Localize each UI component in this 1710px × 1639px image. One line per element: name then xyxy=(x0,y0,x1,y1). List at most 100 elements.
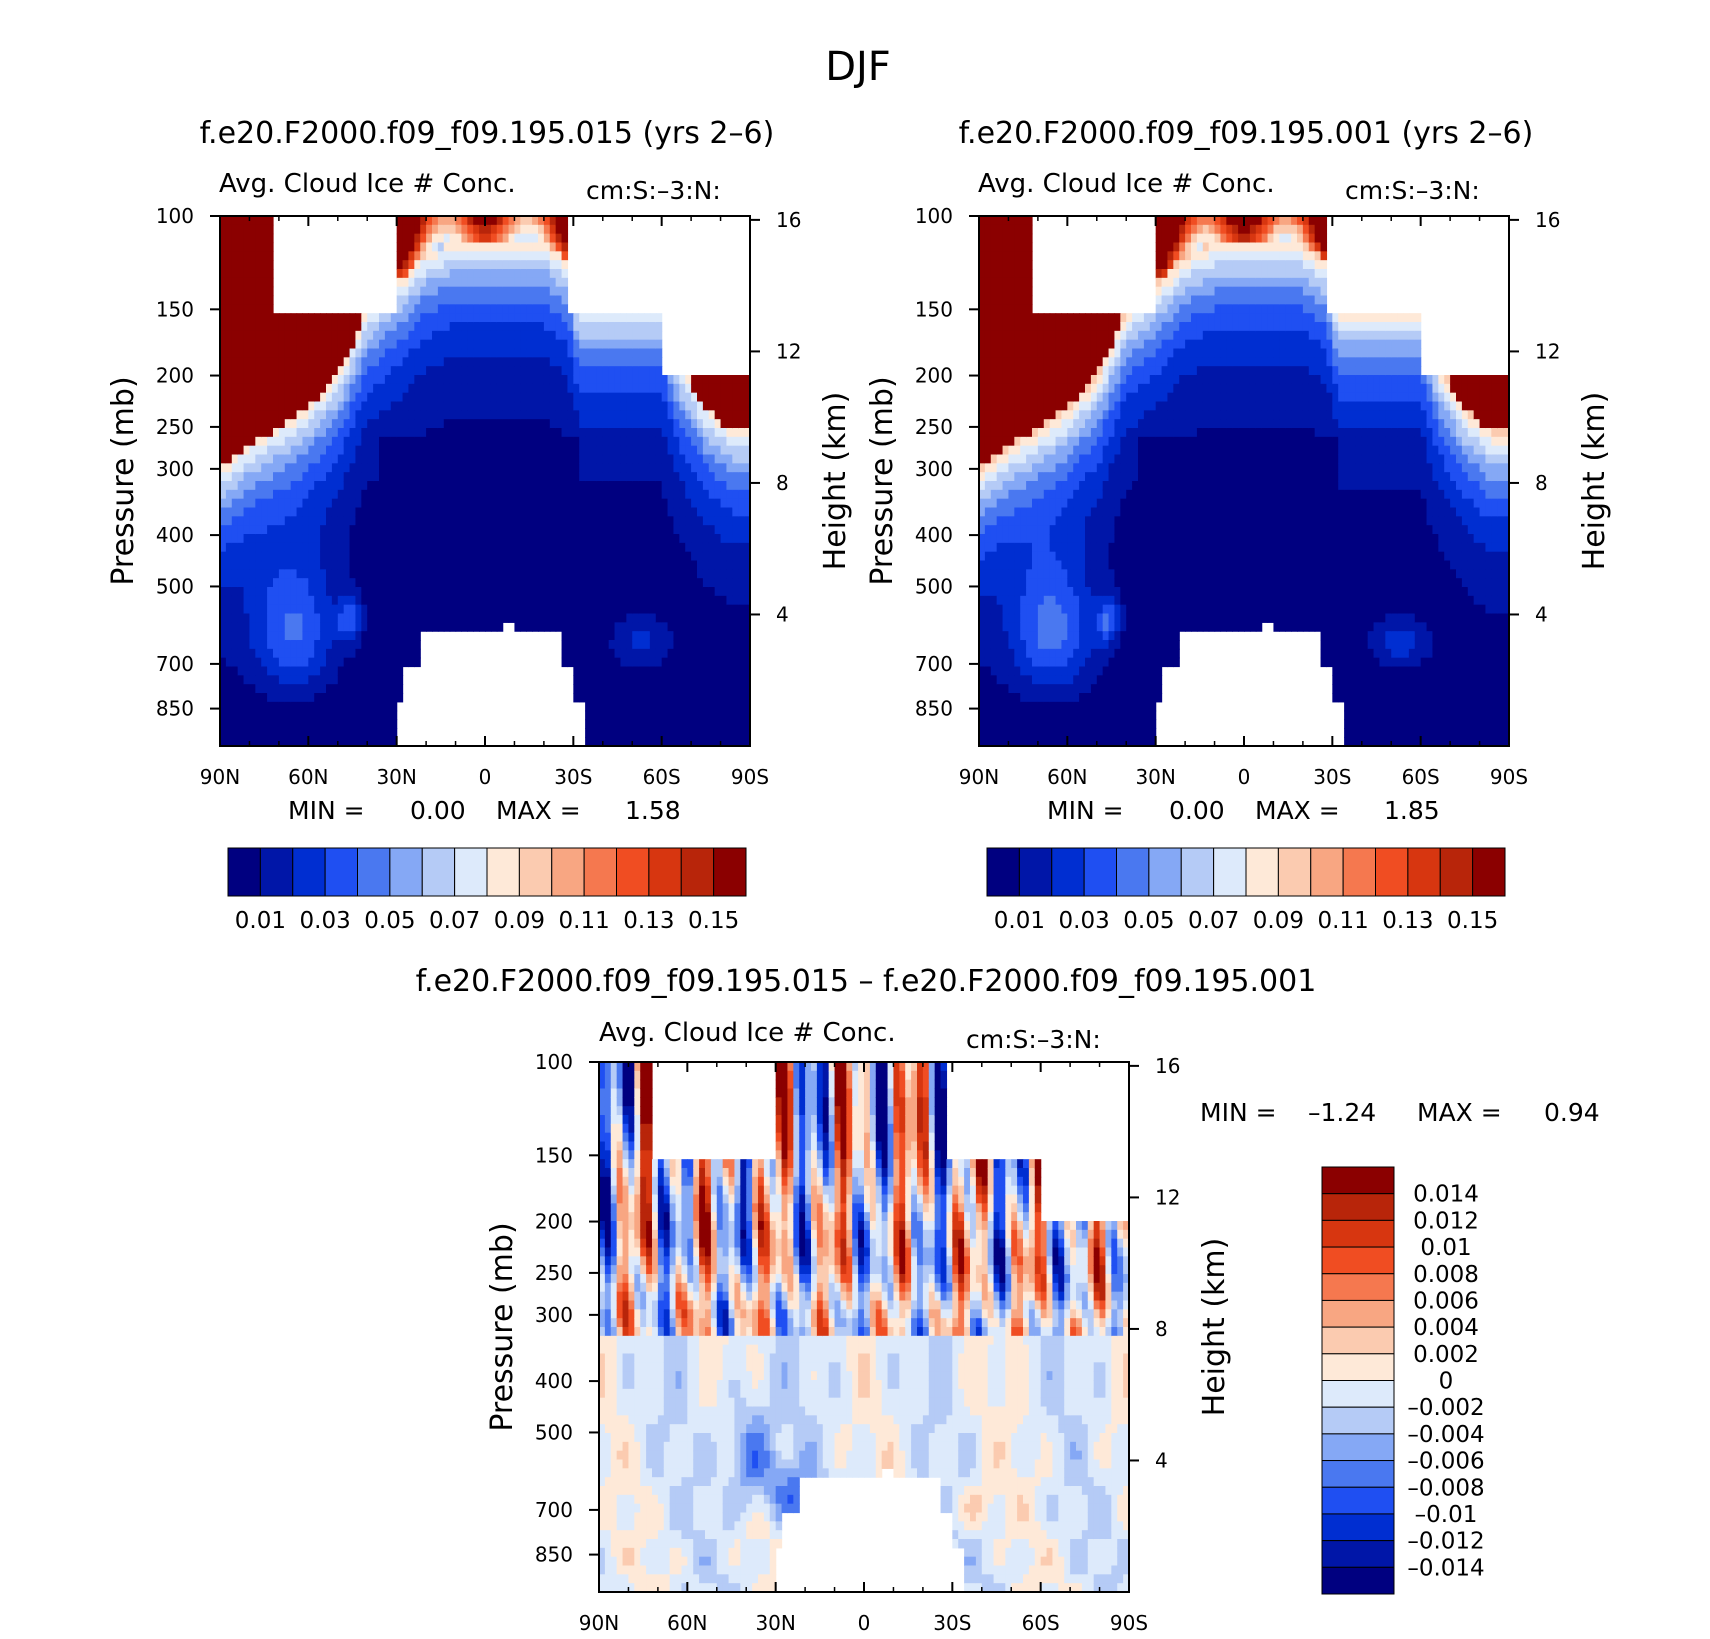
heat-cell xyxy=(243,472,251,482)
heat-cell xyxy=(1014,401,1021,411)
heat-cell xyxy=(661,648,669,659)
heat-cell xyxy=(267,525,274,535)
heat-cell xyxy=(278,701,286,712)
heat-cell xyxy=(638,578,645,588)
heat-cell xyxy=(1014,472,1021,482)
heat-cell xyxy=(1026,542,1033,553)
heat-cell xyxy=(708,560,716,570)
heat-cell xyxy=(1002,322,1010,332)
heat-cell xyxy=(231,313,239,323)
heat-cell xyxy=(467,410,474,420)
heat-cell xyxy=(1020,666,1027,676)
heat-cell xyxy=(331,357,339,367)
heat-cell xyxy=(514,560,521,570)
heat-cell xyxy=(526,507,533,517)
heat-cell xyxy=(1014,595,1021,606)
heat-cell xyxy=(602,657,610,668)
heat-cell xyxy=(632,498,639,509)
heat-cell xyxy=(261,277,268,288)
heat-cell xyxy=(591,631,598,641)
heat-cell xyxy=(408,366,415,376)
heat-cell xyxy=(485,551,492,562)
heat-cell xyxy=(243,410,251,420)
heat-cell xyxy=(638,595,645,606)
heat-cell xyxy=(585,631,592,641)
heat-cell xyxy=(384,375,392,385)
heat-cell xyxy=(591,436,598,447)
heat-cell xyxy=(543,463,551,473)
heat-cell xyxy=(443,622,451,632)
heat-cell xyxy=(596,728,604,738)
heat-cell xyxy=(502,587,510,597)
heat-cell xyxy=(331,595,339,606)
heat-cell xyxy=(638,472,645,482)
heat-cell xyxy=(249,595,256,606)
heat-cell xyxy=(296,454,304,464)
heat-cell xyxy=(267,684,274,694)
heat-cell xyxy=(337,737,345,747)
heat-cell xyxy=(220,313,227,323)
heat-cell xyxy=(473,233,480,244)
heat-cell xyxy=(1002,392,1010,403)
heat-cell xyxy=(267,419,274,429)
heat-cell xyxy=(644,666,651,676)
heat-cell xyxy=(361,481,368,491)
heat-cell xyxy=(225,428,233,438)
heat-cell xyxy=(626,507,633,517)
heat-cell xyxy=(1026,701,1033,712)
heat-cell xyxy=(355,675,362,685)
heat-cell xyxy=(490,224,498,235)
heat-cell xyxy=(561,640,569,650)
heat-cell xyxy=(708,525,716,535)
heat-cell xyxy=(461,551,468,562)
heat-cell xyxy=(543,216,551,226)
heat-cell xyxy=(243,304,251,314)
heat-cell xyxy=(485,401,492,411)
heat-cell xyxy=(726,578,733,588)
heat-cell xyxy=(414,631,421,641)
heat-cell xyxy=(490,260,498,270)
heat-cell xyxy=(679,445,686,456)
heat-cell xyxy=(608,392,616,403)
heat-cell xyxy=(538,392,545,403)
colorbar: 0.01 0.03 0.05 0.07 0.09 0.11 0.13 0.15 xyxy=(227,847,747,934)
heat-cell xyxy=(426,313,433,323)
heat-cell xyxy=(426,516,433,526)
heat-cell xyxy=(502,481,510,491)
heat-cell xyxy=(691,481,698,491)
heat-cell xyxy=(467,401,474,411)
heat-cell xyxy=(273,560,280,570)
heat-cell xyxy=(479,472,486,482)
heat-cell xyxy=(396,560,404,570)
heat-cell xyxy=(561,339,569,350)
heat-cell xyxy=(1014,322,1021,332)
heat-cell xyxy=(979,569,986,579)
heat-cell xyxy=(585,419,592,429)
heat-cell xyxy=(996,277,1004,288)
heat-cell xyxy=(1008,675,1015,685)
heat-cell xyxy=(390,330,398,341)
heat-cell xyxy=(437,322,445,332)
heat-cell xyxy=(655,322,663,332)
heat-cell xyxy=(579,445,586,456)
heat-cell xyxy=(661,534,669,544)
heat-cell xyxy=(691,604,698,615)
heat-cell xyxy=(367,622,374,632)
heat-cell xyxy=(249,463,256,473)
heat-cell xyxy=(231,463,239,473)
heat-cell xyxy=(1014,701,1021,712)
heat-cell xyxy=(632,445,639,456)
heat-cell xyxy=(720,507,728,517)
heat-cell xyxy=(314,348,321,358)
heat-cell xyxy=(273,675,280,685)
heat-cell xyxy=(384,710,392,721)
heat-cell xyxy=(1020,454,1027,464)
heat-cell xyxy=(708,728,716,738)
heat-cell xyxy=(461,428,468,438)
heat-cell xyxy=(1002,631,1010,641)
heat-cell xyxy=(984,525,992,535)
heat-cell xyxy=(243,313,251,323)
heat-cell xyxy=(231,277,239,288)
heat-cell xyxy=(432,428,439,438)
heat-cell xyxy=(1002,419,1010,429)
